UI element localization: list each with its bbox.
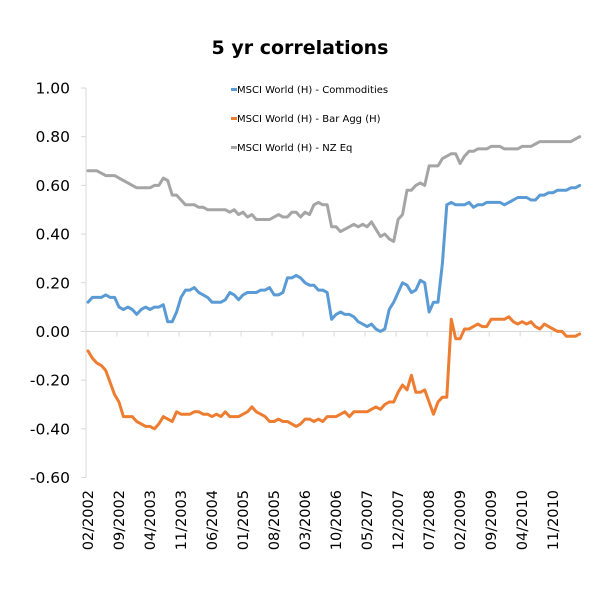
- legend-item-nz-eq: MSCI World (H) - NZ Eq: [231, 143, 352, 154]
- legend-swatch-commodities: [231, 88, 237, 91]
- legend-item-commodities: MSCI World (H) - Commodities: [231, 85, 388, 96]
- x-tick-label: 03/2006: [298, 490, 314, 550]
- x-tick-label: 06/2004: [205, 490, 221, 550]
- y-tick-label: 1.00: [35, 80, 70, 98]
- x-axis-ticks: 02/2002 09/2002 04/2003 11/2003 06/2004 01/20…: [81, 331, 562, 550]
- legend-item-bar-agg: MSCI World (H) - Bar Agg (H): [231, 114, 381, 125]
- x-tick-label: 05/2007: [360, 490, 376, 550]
- x-tick-label: 12/2007: [391, 490, 407, 550]
- y-tick-label: 0.40: [35, 226, 70, 244]
- legend-swatch-bar-agg: [231, 117, 237, 120]
- legend-label-commodities: MSCI World (H) - Commodities: [237, 85, 388, 96]
- y-tick-label: -0.60: [30, 469, 70, 487]
- x-tick-label: 04/2010: [515, 490, 531, 550]
- y-tick-label: 0.20: [35, 274, 70, 292]
- legend-swatch-nz-eq: [231, 146, 237, 149]
- x-tick-label: 02/2002: [81, 490, 97, 550]
- y-tick-label: -0.20: [30, 372, 70, 390]
- y-tick-label: 0.00: [35, 323, 70, 341]
- chart-title: 5 yr correlations: [212, 37, 389, 59]
- y-tick-label: 0.80: [35, 128, 70, 146]
- x-tick-label: 11/2010: [546, 490, 562, 550]
- y-tick-label: 0.60: [35, 177, 70, 195]
- x-tick-label: 09/2002: [112, 490, 128, 550]
- y-tick-label: -0.40: [30, 420, 70, 438]
- x-tick-label: 08/2005: [267, 490, 283, 550]
- x-tick-label: 02/2009: [453, 490, 469, 550]
- legend-label-nz-eq: MSCI World (H) - NZ Eq: [237, 143, 352, 154]
- x-tick-label: 10/2006: [329, 490, 345, 550]
- x-tick-label: 09/2009: [484, 490, 500, 550]
- legend: MSCI World (H) - Commodities MSCI World …: [231, 85, 388, 154]
- series-line-commodities: [86, 183, 582, 333]
- legend-label-bar-agg: MSCI World (H) - Bar Agg (H): [237, 114, 381, 125]
- series-line-bar-agg: [86, 315, 582, 431]
- x-tick-label: 11/2003: [174, 490, 190, 550]
- x-tick-label: 04/2003: [143, 490, 159, 550]
- series-line-nz-eq: [86, 135, 582, 243]
- series-lines: [86, 135, 582, 431]
- x-tick-label: 07/2008: [422, 490, 438, 550]
- x-tick-label: 01/2005: [236, 490, 252, 550]
- y-axis-ticks: 1.00 0.80 0.60 0.40 0.20 0.00 -0.20 -0.40 -0.60: [30, 80, 86, 487]
